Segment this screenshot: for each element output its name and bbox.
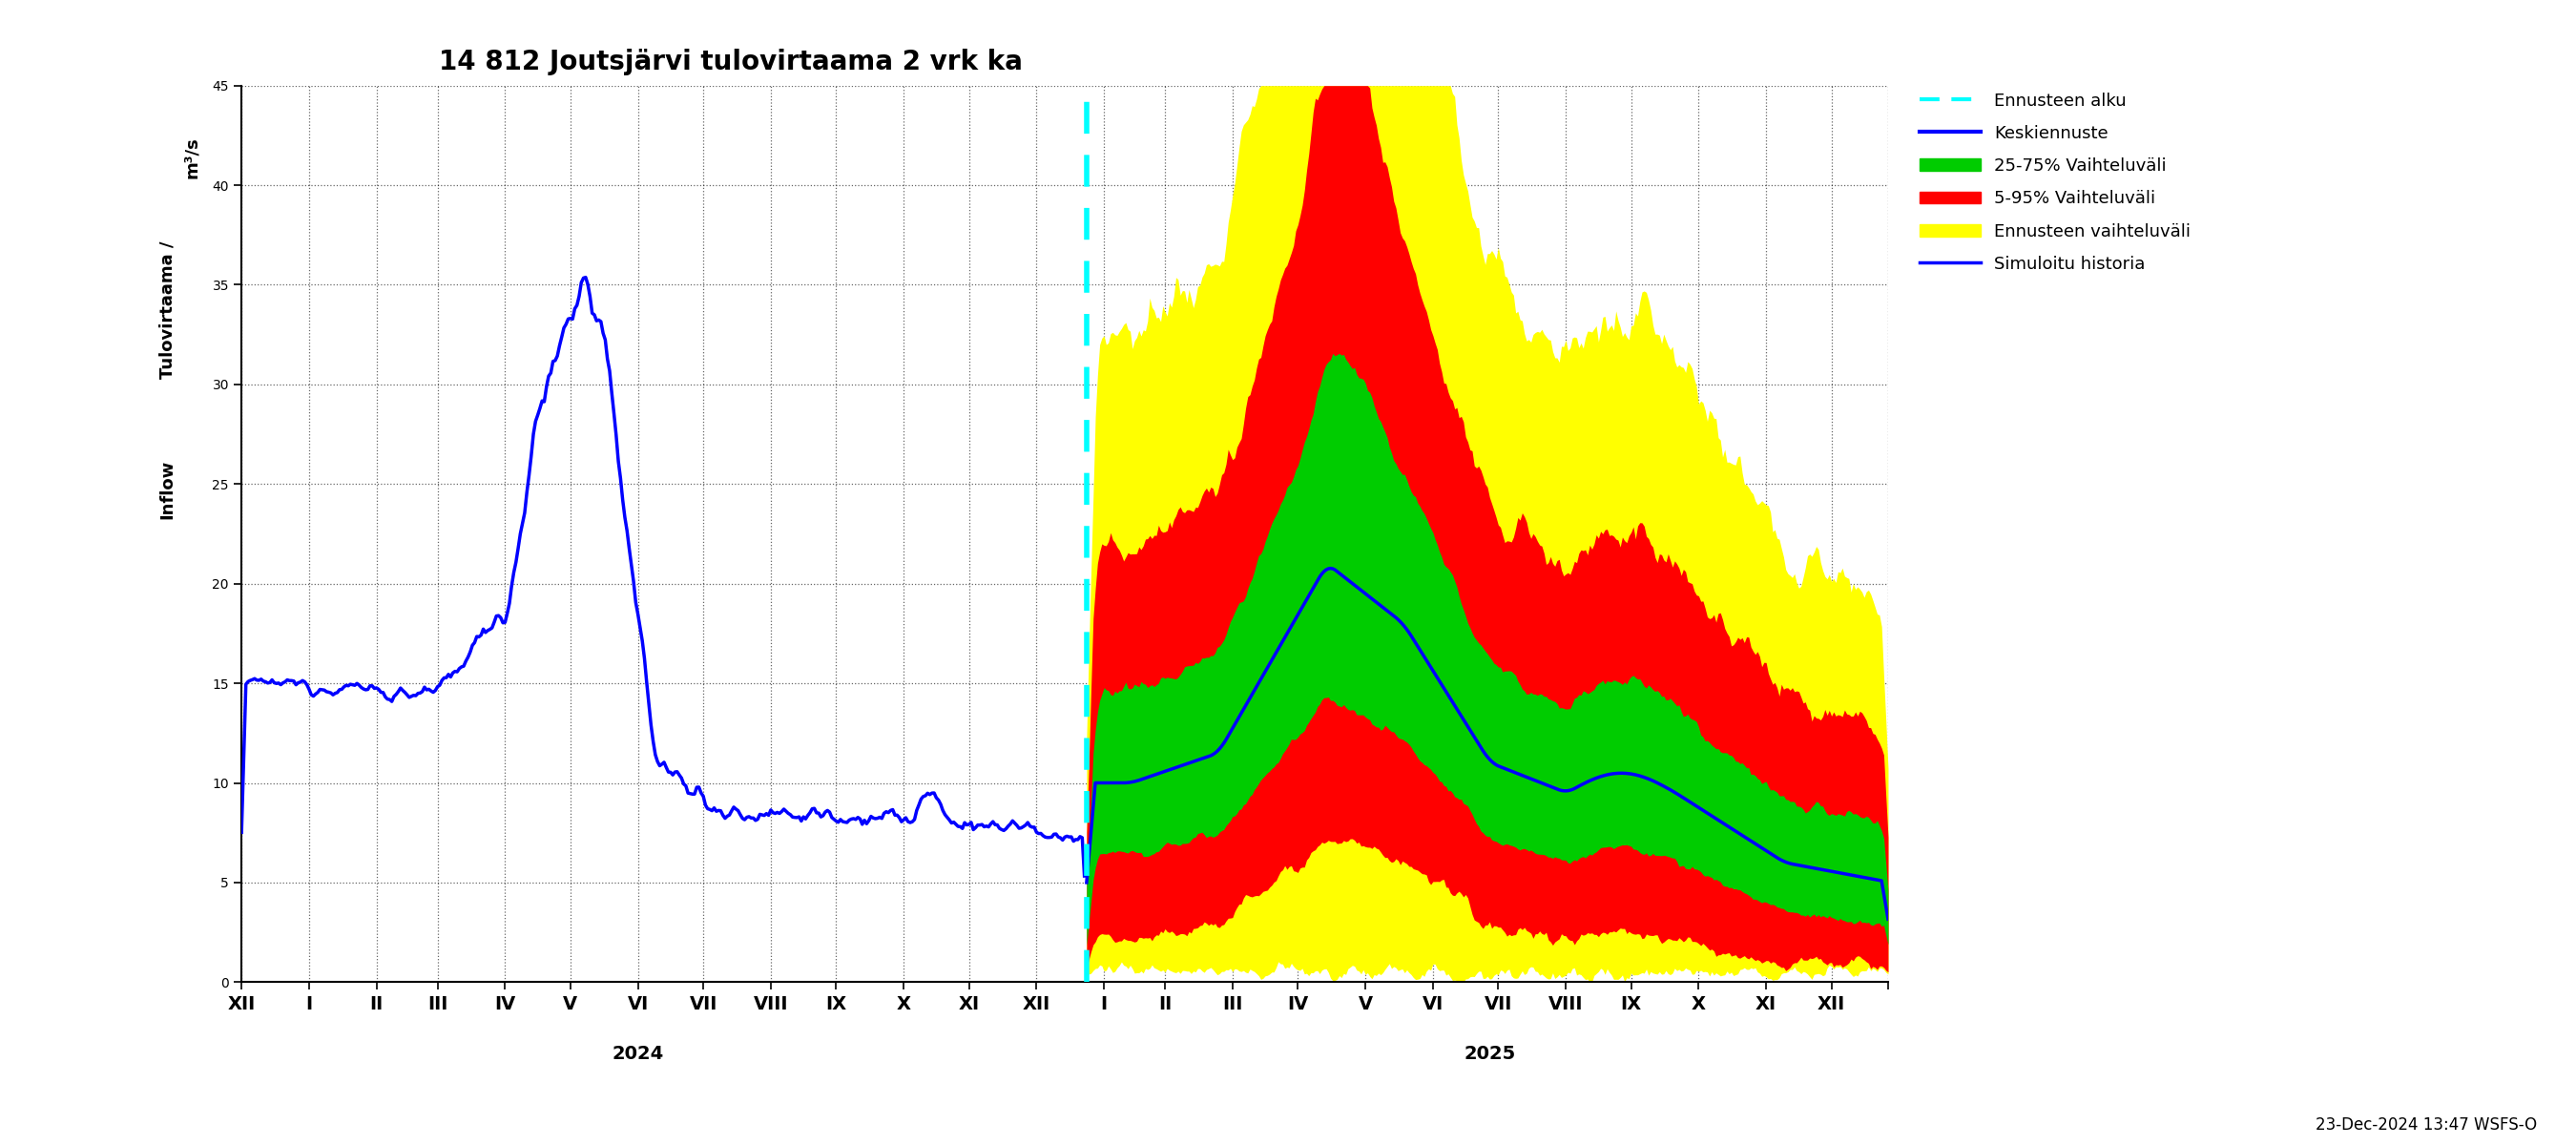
Text: 14 812 Joutsjärvi tulovirtaama 2 vrk ka: 14 812 Joutsjärvi tulovirtaama 2 vrk ka [438, 48, 1023, 76]
Text: m³/s: m³/s [183, 136, 201, 179]
Text: 23-Dec-2024 13:47 WSFS-O: 23-Dec-2024 13:47 WSFS-O [2316, 1116, 2537, 1134]
Text: 2025: 2025 [1463, 1045, 1515, 1063]
Legend: Ennusteen alku, Keskiennuste, 25-75% Vaihteluväli, 5-95% Vaihteluväli, Ennusteen: Ennusteen alku, Keskiennuste, 25-75% Vai… [1914, 85, 2197, 279]
Text: 2024: 2024 [613, 1045, 665, 1063]
Text: Inflow: Inflow [160, 459, 175, 519]
Text: Tulovirtaama /: Tulovirtaama / [160, 240, 175, 379]
